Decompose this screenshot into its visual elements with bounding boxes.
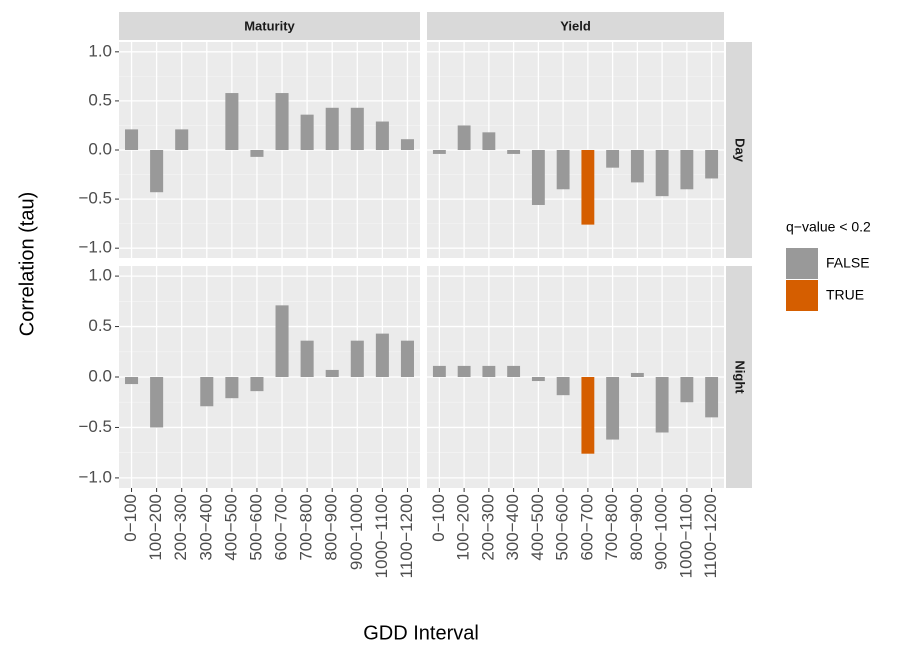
bar [350,107,364,150]
facet-label: Yield [560,18,591,33]
bar [705,150,719,179]
bar [507,150,521,154]
y-tick-label: 0.0 [88,366,112,385]
x-tick-label: 900−1000 [652,494,671,570]
x-tick-label: 0−100 [121,494,140,542]
bar [325,107,339,150]
x-tick-label: 200−300 [478,494,497,561]
legend-key [786,248,818,279]
bar [606,150,620,168]
facet-strip [427,12,724,40]
x-tick-label: 700−800 [297,494,316,561]
y-tick-label: −1.0 [78,238,112,257]
facet-strip [119,12,420,40]
y-tick-label: −1.0 [78,467,112,486]
facet-label: Night [733,360,748,394]
x-tick-label: 800−900 [322,494,341,561]
x-tick-label: 400−500 [528,494,547,561]
y-tick-label: −0.5 [78,417,112,436]
legend-title: q−value < 0.2 [786,219,871,235]
bar [150,377,164,428]
bar [125,129,139,150]
bar [400,139,414,150]
bar [556,150,570,190]
x-tick-label: 1000−1100 [372,494,391,578]
bar [680,150,694,190]
bar [275,93,289,150]
bar [350,340,364,377]
bar [630,150,644,183]
bar [457,365,471,377]
bar [275,305,289,377]
y-tick-label: 1.0 [88,41,112,60]
bar [581,150,595,225]
x-tick-label: 100−200 [454,494,473,561]
facet-strip [726,266,752,488]
bar [300,114,314,150]
x-tick-label: 300−400 [503,494,522,561]
x-tick-label: 500−600 [246,494,265,561]
bar [482,365,496,377]
bar [200,377,214,407]
bar [250,150,264,157]
x-tick-label: 0−100 [429,494,448,542]
x-tick-label: 300−400 [196,494,215,561]
x-tick-label: 1100−1200 [701,494,720,578]
bar [400,340,414,377]
bar [507,365,521,377]
bar [175,129,189,150]
facet-strip [726,42,752,258]
bar [225,93,239,150]
x-tick-label: 600−700 [577,494,596,561]
bar [531,150,545,205]
bar [250,377,264,392]
legend-label: FALSE [826,255,870,271]
bar [606,377,620,440]
bar [300,340,314,377]
x-tick-label: 500−600 [553,494,572,561]
x-tick-label: 400−500 [221,494,240,561]
bar [556,377,570,396]
facet-label: Day [733,138,748,163]
y-tick-label: −0.5 [78,189,112,208]
x-tick-label: 900−1000 [347,494,366,570]
y-axis-title: Correlation (tau) [16,192,38,337]
y-tick-label: 1.0 [88,266,112,285]
bar [225,377,239,399]
bar [457,125,471,150]
x-axis-title: GDD Interval [363,622,479,644]
bar [655,377,669,433]
bar [655,150,669,197]
bar [630,372,644,377]
y-tick-label: 0.5 [88,316,112,335]
bar [325,369,339,377]
bar [705,377,719,418]
legend-key [786,280,818,311]
legend-label: TRUE [826,287,864,303]
x-tick-label: 700−800 [602,494,621,561]
bar [125,377,139,385]
bar [581,377,595,454]
bar [432,365,446,377]
y-tick-label: 0.0 [88,139,112,158]
x-tick-label: 600−700 [272,494,291,561]
x-tick-label: 200−300 [171,494,190,561]
x-tick-label: 1000−1100 [676,494,695,578]
x-tick-label: 100−200 [146,494,165,561]
bar [531,377,545,382]
bar [680,377,694,403]
x-tick-label: 800−900 [627,494,646,561]
y-tick-label: 0.5 [88,90,112,109]
bar [150,150,164,193]
bar [375,121,389,150]
x-tick-label: 1100−1200 [397,494,416,578]
bar [375,333,389,377]
facet-label: Maturity [244,18,295,33]
bar [432,150,446,154]
bar [482,132,496,150]
